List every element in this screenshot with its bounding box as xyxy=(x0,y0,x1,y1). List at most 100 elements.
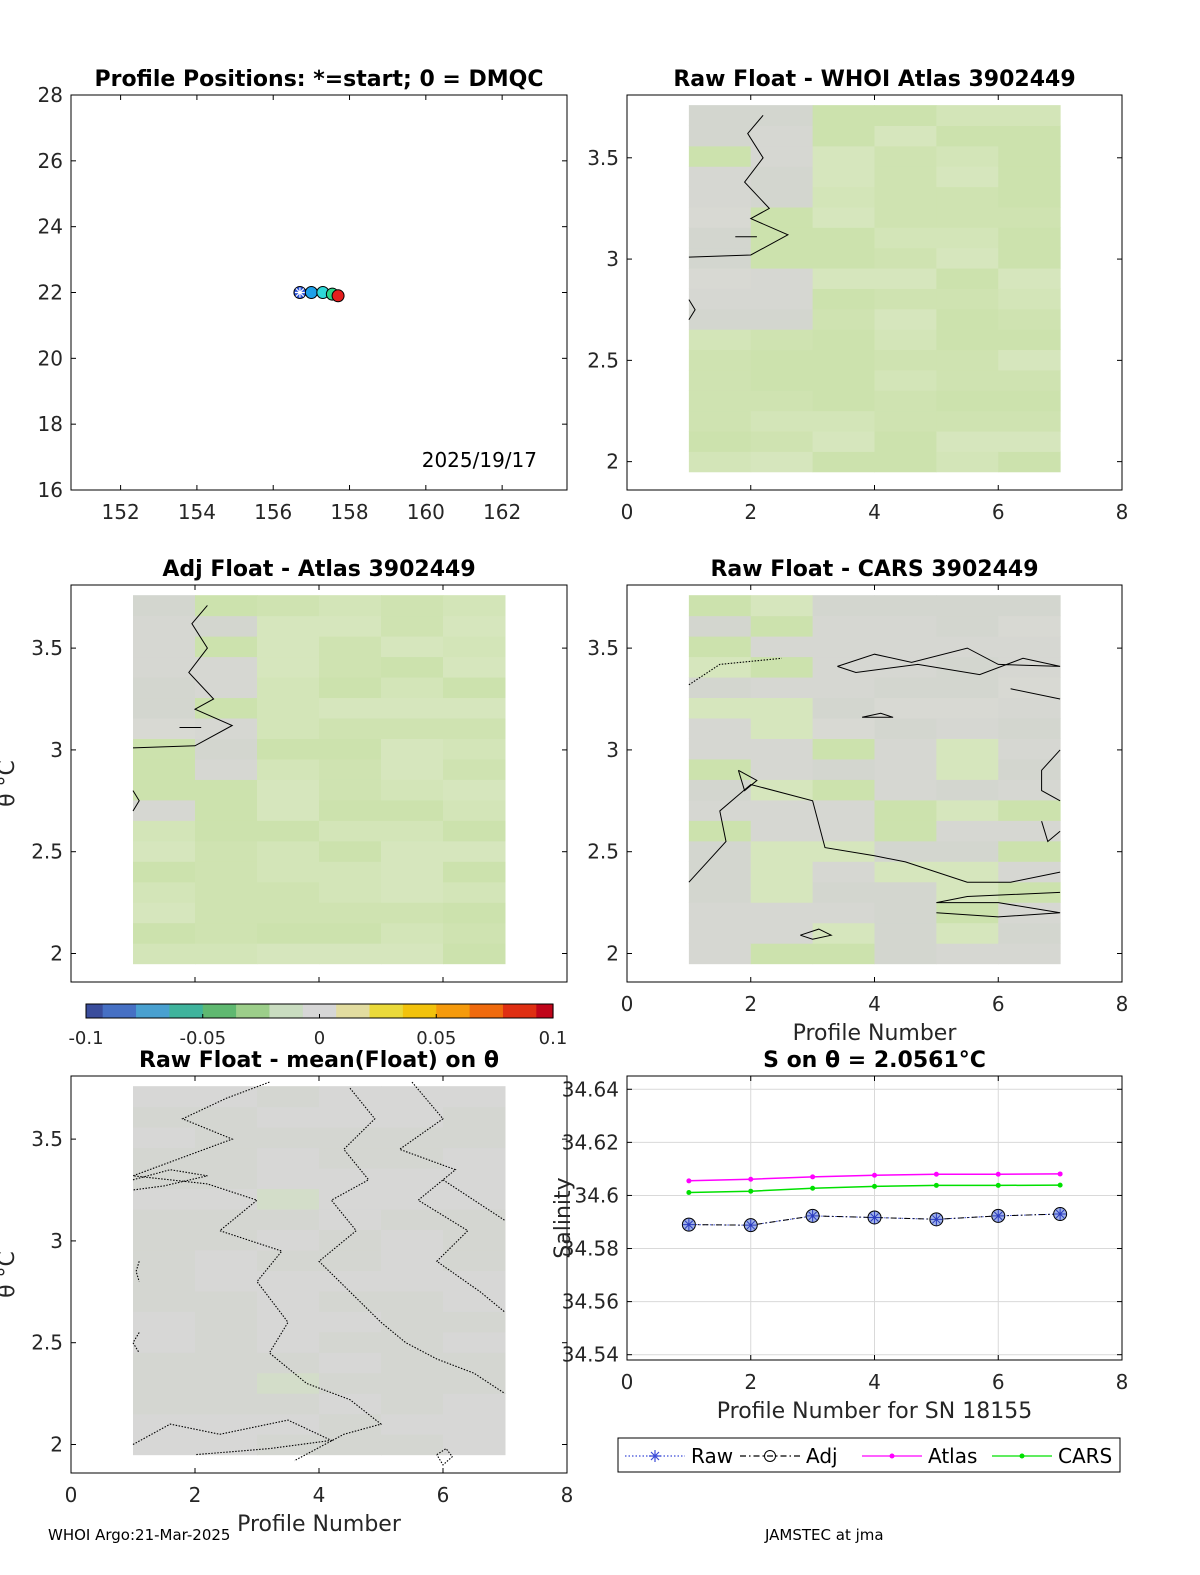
heatmap-cell xyxy=(257,902,320,924)
colorbar-segment xyxy=(519,1004,537,1018)
contour-line xyxy=(1010,688,1061,700)
heatmap-cell xyxy=(381,718,444,739)
heatmap-cell xyxy=(381,636,444,658)
colorbar-segment xyxy=(302,1004,321,1018)
heatmap-cell xyxy=(257,595,320,617)
series-cars-point xyxy=(933,1182,939,1188)
heatmap-cell xyxy=(812,779,875,801)
colorbar-segment xyxy=(102,1004,120,1018)
heatmap-cell xyxy=(688,656,752,678)
heatmap-cell xyxy=(874,431,937,452)
heatmap-cell xyxy=(443,1393,506,1415)
heatmap-cell xyxy=(688,431,752,452)
heatmap-cell xyxy=(195,1229,258,1251)
heatmap-cell xyxy=(750,288,814,310)
heatmap-cell xyxy=(133,840,196,862)
heatmap-cell xyxy=(936,186,999,208)
heatmap-cell xyxy=(195,902,258,924)
heatmap-cell xyxy=(257,1290,320,1312)
heatmap-cell xyxy=(381,697,444,719)
x-tick-label: 4 xyxy=(313,1483,326,1507)
heatmap-cell xyxy=(195,1372,258,1394)
heatmap-cell xyxy=(257,1168,320,1190)
heatmap-cell xyxy=(874,369,937,391)
heatmap-cell xyxy=(812,922,875,944)
colorbar-segment xyxy=(352,1004,371,1018)
heatmap-cell xyxy=(443,1086,506,1108)
heatmap-cell xyxy=(750,329,814,351)
y-tick-label: 20 xyxy=(38,346,63,370)
colorbar-segment xyxy=(86,1004,104,1018)
heatmap-cell xyxy=(133,820,196,842)
x-tick-label: 4 xyxy=(868,500,881,524)
heatmap-cell xyxy=(443,738,506,760)
heatmap-cell xyxy=(319,636,382,658)
heatmap-cell xyxy=(812,697,875,719)
heatmap-cell xyxy=(319,861,382,883)
heatmap-cell xyxy=(319,615,382,637)
heatmap-cell xyxy=(998,451,1061,473)
heatmap-cell xyxy=(443,595,506,617)
series-atlas-point xyxy=(810,1174,816,1180)
heatmap-cell xyxy=(812,451,875,473)
heatmap-cell xyxy=(874,288,937,310)
heatmap-cell xyxy=(381,1188,444,1210)
heatmap-cell xyxy=(257,1434,320,1456)
heatmap-cell xyxy=(381,943,444,965)
legend-adj-label: Adj xyxy=(806,1444,838,1468)
heatmap-cell xyxy=(381,1434,444,1456)
heatmap-cell xyxy=(257,1311,320,1333)
y-tick-label: 34.58 xyxy=(562,1237,619,1261)
heatmap-cell xyxy=(381,840,444,862)
colorbar-segment xyxy=(236,1004,254,1018)
colorbar-segment xyxy=(452,1004,471,1018)
heatmap-cell xyxy=(133,1393,196,1415)
heatmap-cell xyxy=(998,779,1061,801)
heatmap-cell xyxy=(133,697,196,719)
heatmap-cell xyxy=(874,206,937,228)
colorbar: -0.1 -0.05 0 0.05 0.1 xyxy=(68,1003,568,1049)
x-axis-label: Profile Number for SN 18155 xyxy=(717,1399,1032,1424)
heatmap-cell xyxy=(195,1249,258,1271)
heatmap-cell xyxy=(688,206,752,228)
colorbar-tick-label: 0.1 xyxy=(539,1028,568,1049)
heatmap-cell xyxy=(936,329,999,351)
colorbar-segment xyxy=(286,1004,304,1018)
heatmap-cell xyxy=(443,758,506,780)
contour-line xyxy=(800,928,833,940)
heatmap-cell xyxy=(195,1106,258,1128)
heatmap-cell xyxy=(688,697,752,719)
colorbar-segment xyxy=(186,1004,204,1018)
heatmap-cell xyxy=(381,820,444,842)
heatmap-cell xyxy=(257,1106,320,1128)
heatmap-cell xyxy=(195,656,258,678)
heatmap-cell xyxy=(688,288,752,310)
heatmap-cell xyxy=(750,369,814,391)
y-tick-label: 34.64 xyxy=(562,1077,619,1101)
heatmap-cell xyxy=(750,595,814,617)
y-tick-label: 2 xyxy=(50,941,63,965)
x-tick-label: 0 xyxy=(65,1483,78,1507)
heatmap-cell xyxy=(812,718,875,739)
heatmap-cell xyxy=(443,1168,506,1190)
contour-line xyxy=(398,1081,506,1313)
heatmap-cell xyxy=(257,1229,320,1251)
heatmap-cell xyxy=(443,799,506,821)
heatmap-cell xyxy=(936,840,999,862)
heatmap-cell xyxy=(257,922,320,944)
heatmap-cells xyxy=(133,1086,506,1456)
heatmap-cell xyxy=(319,1393,382,1415)
heatmap-cell xyxy=(812,125,875,147)
heatmap-cell xyxy=(812,247,875,269)
x-tick-label: 2 xyxy=(189,1483,202,1507)
contour-line xyxy=(132,1169,208,1191)
y-tick-label: 24 xyxy=(38,215,63,239)
heatmap-cell xyxy=(257,1372,320,1394)
y-tick-label: 3.5 xyxy=(31,636,63,660)
heatmap-cell xyxy=(381,861,444,883)
heatmap-cell xyxy=(319,779,382,801)
heatmap-cell xyxy=(443,1106,506,1128)
heatmap-cell xyxy=(319,1106,382,1128)
heatmap-cell xyxy=(812,431,875,452)
heatmap-cell xyxy=(874,697,937,719)
